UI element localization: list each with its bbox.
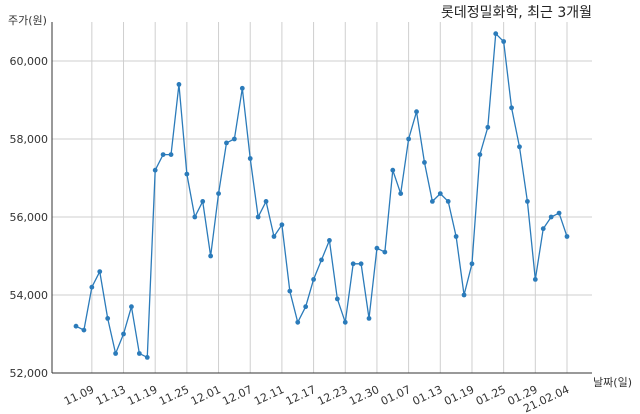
data-point: [350, 261, 356, 267]
chart-title: 롯데정밀화학, 최근 3개월: [441, 5, 592, 21]
data-point: [279, 222, 285, 228]
data-point: [303, 304, 309, 310]
data-point: [247, 156, 253, 161]
data-point: [311, 277, 316, 282]
data-point: [358, 261, 364, 267]
y-tick-label: 54,000: [10, 289, 49, 302]
y-axis-label: 주가(원): [8, 14, 47, 27]
data-point: [271, 234, 277, 239]
data-point: [414, 109, 419, 115]
data-point: [334, 296, 340, 302]
data-point: [192, 214, 198, 220]
data-point: [168, 152, 174, 158]
data-point: [406, 136, 412, 142]
data-point: [327, 238, 332, 243]
x-tick-label: 01.13: [411, 383, 445, 408]
data-point: [216, 191, 221, 197]
data-point: [295, 319, 301, 325]
x-tick-label: 11.19: [125, 383, 159, 408]
data-point: [398, 191, 404, 197]
data-point: [287, 288, 293, 294]
x-tick-label: 12.30: [347, 383, 381, 408]
x-tick-label: 11.09: [62, 383, 96, 408]
x-tick-label: 01.19: [442, 383, 476, 408]
x-tick-label: 12.07: [220, 383, 254, 408]
data-point: [532, 277, 538, 282]
data-point: [200, 199, 206, 204]
data-point: [224, 140, 229, 146]
data-point: [437, 191, 443, 197]
y-tick-labels: 52,000 54,000 56,000 58,000 60,000: [10, 55, 49, 380]
x-tick-label: 01.07: [379, 383, 413, 408]
data-point: [121, 331, 126, 337]
data-point: [548, 214, 554, 220]
data-point: [564, 234, 570, 239]
data-point: [89, 284, 95, 290]
data-point: [239, 85, 245, 91]
data-point: [477, 152, 483, 158]
x-tick-label: 12.11: [252, 383, 286, 408]
x-tick-labels: 11.0911.1311.1911.2512.0112.0712.1112.17…: [62, 383, 571, 414]
data-point: [152, 167, 158, 173]
x-axis-label: 날짜(일): [593, 375, 632, 389]
y-tick-label: 56,000: [10, 211, 49, 224]
data-point: [73, 323, 79, 329]
data-point: [176, 82, 182, 87]
x-tick-label: 12.17: [284, 383, 318, 408]
data-point: [517, 144, 522, 150]
data-point: [445, 199, 451, 204]
data-point: [453, 234, 459, 239]
data-point: [184, 171, 190, 177]
data-point: [342, 319, 348, 325]
x-tick-label: 12.23: [315, 383, 349, 408]
x-tick-label: 11.25: [157, 383, 191, 408]
data-point: [97, 269, 103, 274]
series-line: [75, 32, 568, 359]
data-point: [160, 152, 166, 158]
data-point: [208, 253, 214, 259]
data-point: [509, 105, 514, 111]
y-tick-label: 58,000: [10, 133, 49, 146]
data-point: [493, 31, 499, 37]
data-point: [366, 316, 372, 321]
data-point: [390, 167, 396, 173]
data-point: [485, 124, 491, 130]
data-point: [129, 304, 134, 310]
data-point: [144, 355, 150, 360]
data-point: [105, 316, 111, 321]
data-point: [382, 249, 388, 255]
grid: [52, 22, 592, 374]
data-point: [374, 245, 380, 251]
y-tick-label: 52,000: [10, 367, 49, 380]
data-point: [501, 39, 507, 44]
y-tick-label: 60,000: [10, 55, 49, 68]
x-tick-label: 12.01: [189, 383, 223, 408]
data-point: [429, 199, 435, 204]
data-point: [231, 136, 237, 142]
x-tick-label: 11.13: [94, 383, 128, 408]
data-point: [556, 210, 562, 216]
data-point: [113, 351, 118, 356]
axes: [51, 22, 592, 374]
data-point: [469, 261, 475, 267]
price-series: [73, 31, 570, 360]
x-tick-label: 01.25: [474, 383, 508, 408]
data-point: [525, 199, 530, 204]
data-point: [81, 327, 87, 333]
data-point: [136, 351, 142, 356]
data-point: [255, 214, 261, 220]
data-point: [422, 160, 427, 165]
data-point: [540, 226, 546, 232]
data-point: [461, 292, 467, 298]
data-point: [319, 257, 324, 263]
data-point: [263, 199, 269, 204]
